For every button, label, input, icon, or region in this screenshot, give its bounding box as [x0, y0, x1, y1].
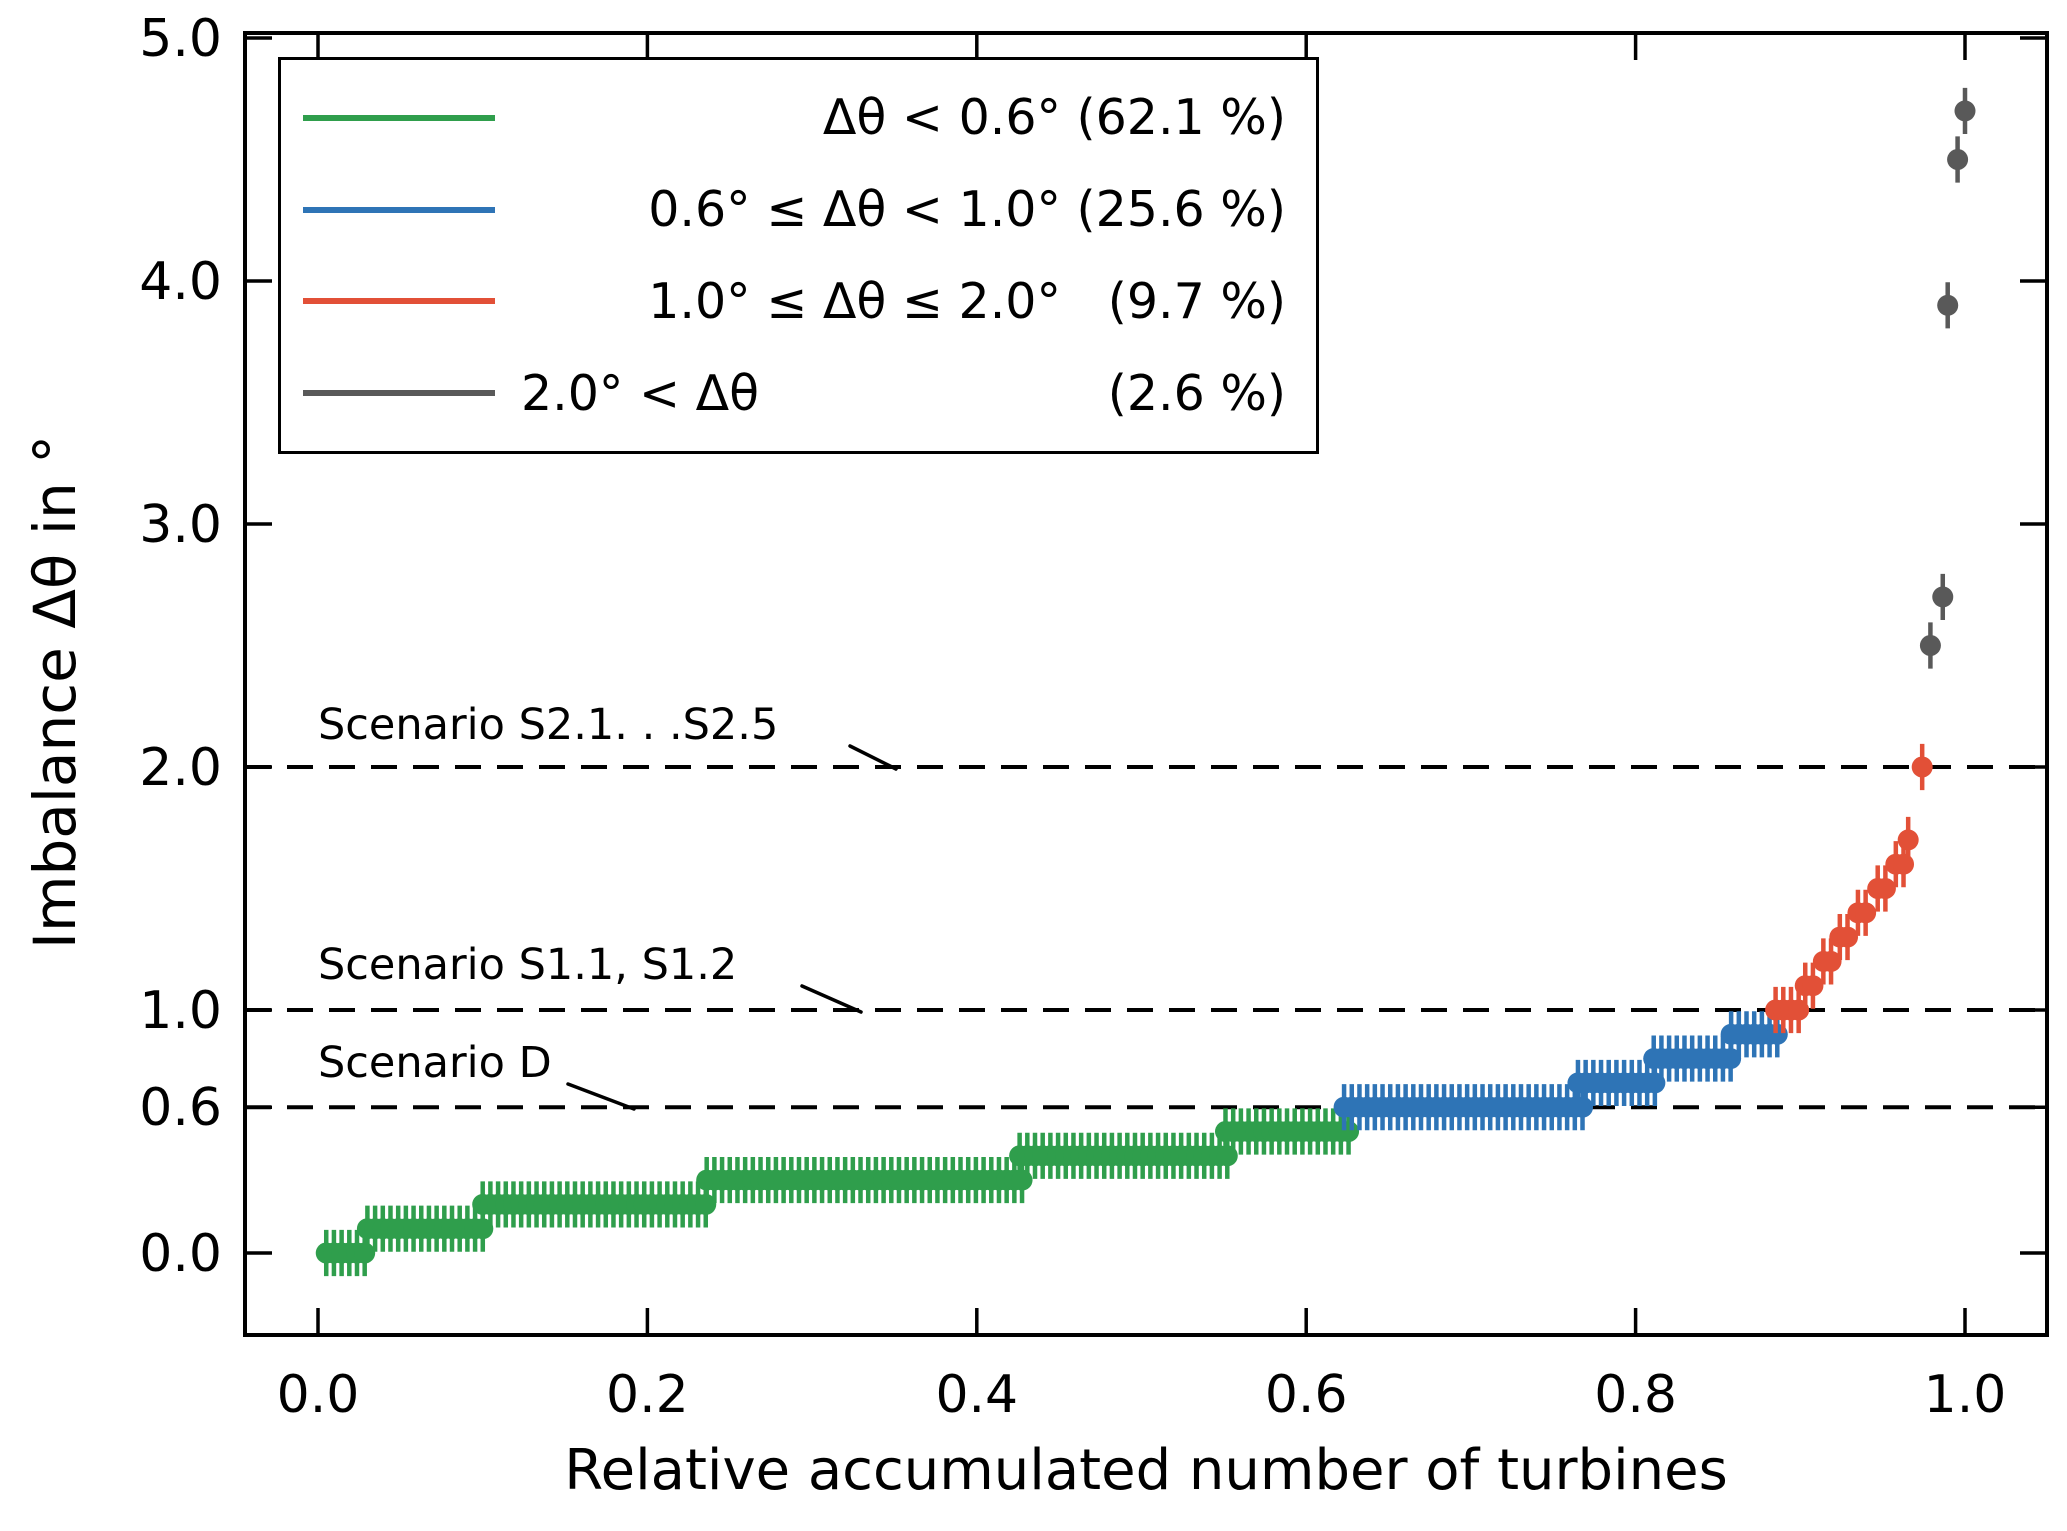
- legend-item-red: 1.0° ≤ Δθ ≤ 2.0° (9.7 %): [303, 277, 1286, 326]
- data-point: [1937, 294, 1959, 316]
- annotation-connector: [800, 984, 863, 1014]
- data-point: [1893, 853, 1915, 875]
- x-tick-label: 1.0: [1924, 1365, 2007, 1425]
- legend: Δθ < 0.6° (62.1 %) 0.6° ≤ Δθ < 1.0° (25.…: [278, 57, 1319, 454]
- data-point: [1338, 1121, 1360, 1142]
- y-tick-label: 5.0: [139, 9, 222, 69]
- x-tick-label: 0.0: [277, 1365, 360, 1425]
- y-tick-label: 0.6: [139, 1078, 222, 1138]
- legend-line-blue-icon: [303, 206, 495, 213]
- y-tick-label: 1.0: [139, 981, 222, 1041]
- data-point: [1911, 756, 1933, 778]
- y-tick-label: 3.0: [139, 495, 222, 555]
- data-point: [354, 1242, 376, 1264]
- annotation-scenario-s1: Scenario S1.1, S1.2: [318, 940, 738, 990]
- data-point: [1874, 878, 1896, 899]
- y-tick-label: 0.0: [139, 1224, 222, 1284]
- data-point: [1802, 975, 1824, 997]
- annotation-scenario-d: Scenario D: [318, 1038, 552, 1088]
- x-tick-label: 0.8: [1594, 1365, 1677, 1425]
- y-tick-label: 4.0: [139, 252, 222, 312]
- data-point: [1932, 586, 1954, 608]
- legend-line-red-icon: [303, 298, 495, 305]
- x-tick-label: 0.6: [1265, 1365, 1348, 1425]
- data-point: [1837, 926, 1859, 948]
- legend-label: 2.0° < Δθ: [521, 364, 760, 422]
- legend-percent: (2.6 %): [1107, 364, 1286, 422]
- x-tick-label: 0.4: [935, 1365, 1018, 1425]
- legend-label: Δθ < 0.6°: [822, 89, 1061, 147]
- data-point: [1947, 149, 1969, 170]
- y-axis-title-text: Imbalance Δθ in °: [21, 434, 89, 950]
- data-point: [695, 1193, 717, 1215]
- data-point: [1919, 635, 1941, 656]
- data-point: [1644, 1072, 1666, 1094]
- data-point: [1897, 829, 1919, 851]
- legend-line-gray-icon: [303, 390, 495, 397]
- data-point: [1720, 1048, 1742, 1070]
- data-point: [472, 1218, 494, 1240]
- legend-label: 0.6° ≤ Δθ < 1.0°: [648, 181, 1061, 239]
- x-axis-title: Relative accumulated number of turbines: [564, 1438, 1728, 1503]
- annotation-connector: [566, 1082, 636, 1111]
- data-point: [1572, 1096, 1594, 1118]
- legend-percent: (62.1 %): [1076, 89, 1286, 147]
- data-point: [1855, 902, 1877, 924]
- annotation-scenario-s2: Scenario S2.1. . .S2.5: [318, 700, 779, 750]
- data-point: [1216, 1145, 1238, 1167]
- annotation-connector: [848, 744, 898, 771]
- axes-frame: [243, 31, 2049, 1337]
- x-tick-label: 0.2: [606, 1365, 689, 1425]
- legend-percent: (9.7 %): [1107, 272, 1286, 330]
- y-tick-label: 2.0: [139, 738, 222, 798]
- data-point: [1820, 950, 1842, 972]
- data-point: [1011, 1169, 1033, 1191]
- data-point: [1788, 999, 1810, 1021]
- legend-label: 1.0° ≤ Δθ ≤ 2.0°: [648, 272, 1061, 330]
- legend-item-green: Δθ < 0.6° (62.1 %): [303, 93, 1286, 142]
- legend-percent: (25.6 %): [1076, 181, 1286, 239]
- data-point: [1954, 100, 1976, 122]
- legend-item-blue: 0.6° ≤ Δθ < 1.0° (25.6 %): [303, 185, 1286, 234]
- legend-item-gray: 2.0° < Δθ (2.6 %): [303, 369, 1286, 418]
- legend-line-green-icon: [303, 114, 495, 121]
